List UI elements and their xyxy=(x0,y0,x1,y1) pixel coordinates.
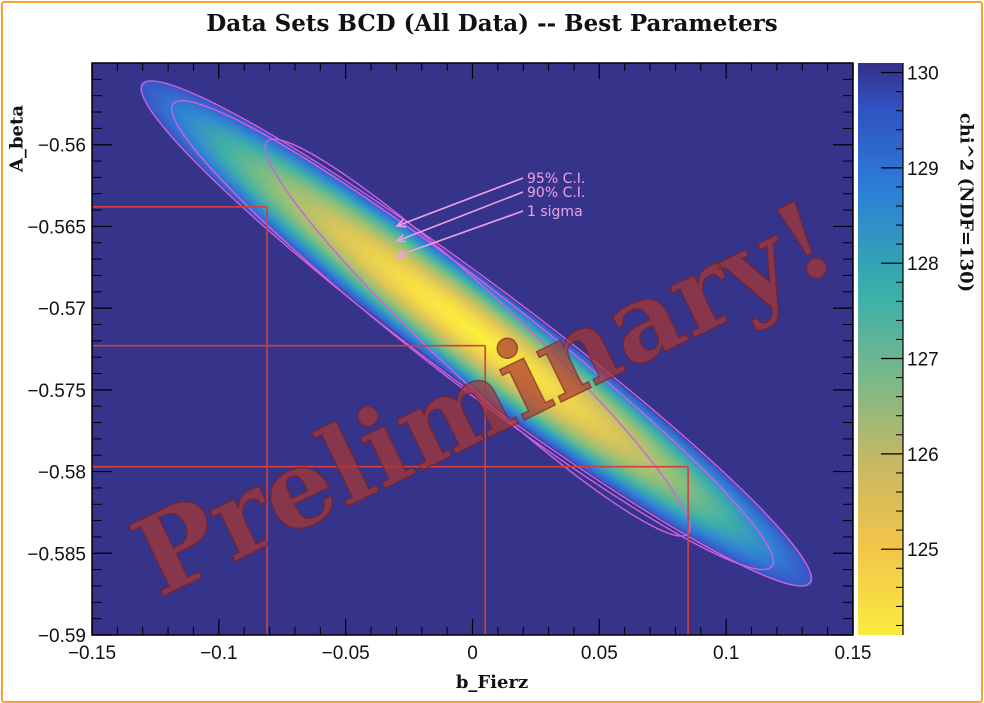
colorbar-tick-label: 129 xyxy=(907,159,939,180)
annotation-label: 95% C.I. xyxy=(527,171,585,187)
heat-ellipse xyxy=(139,80,813,587)
x-tick-label: −0.05 xyxy=(322,643,370,664)
colorbar-tick-label: 127 xyxy=(907,350,939,371)
y-tick-label: −0.585 xyxy=(27,544,86,565)
colorbar-tick-label: 125 xyxy=(907,540,939,561)
x-tick-label: 0.15 xyxy=(835,643,872,664)
arrow-head xyxy=(395,249,407,258)
arrow-line xyxy=(396,177,524,227)
reference-lines xyxy=(92,206,689,635)
x-tick-label: 0.1 xyxy=(713,643,739,664)
arrow-line xyxy=(396,210,524,257)
x-axis: −0.15 −0.1 −0.05 0 0.05 0.1 0.15 xyxy=(68,63,872,664)
y-axis: −0.56 −0.565 −0.57 −0.575 −0.58 −0.585 −0.59 xyxy=(27,78,853,647)
arrow-line xyxy=(396,191,524,242)
arrow-head xyxy=(395,233,407,243)
contour-90-c-i- xyxy=(171,100,774,571)
annotation-labels: 95% C.I.90% C.I. 1 sigma xyxy=(527,171,585,220)
contour-95-c-i- xyxy=(140,80,812,587)
annotation-label: 90% C.I. xyxy=(527,185,585,201)
arrow-head xyxy=(395,218,407,228)
y-tick-label: −0.57 xyxy=(38,299,86,320)
y-tick-label: −0.56 xyxy=(38,136,86,157)
colorbar-tick-label: 128 xyxy=(907,254,939,275)
colorbar xyxy=(858,63,903,635)
x-axis-label: b_Fierz xyxy=(455,672,529,693)
colorbar-axis: 125 126 127 128 129 130 xyxy=(881,63,939,635)
y-tick-label: −0.58 xyxy=(38,463,86,484)
x-tick-label: −0.15 xyxy=(68,643,116,664)
annotation-label: 1 sigma xyxy=(527,204,583,220)
chart-title: Data Sets BCD (All Data) -- Best Paramet… xyxy=(206,10,778,37)
heat-region xyxy=(139,80,813,587)
y-tick-label: −0.575 xyxy=(27,381,86,402)
y-tick-label: −0.565 xyxy=(27,217,86,238)
x-tick-label: 0 xyxy=(467,643,478,664)
y-tick-label: −0.59 xyxy=(38,626,86,647)
colorbar-tick-label: 126 xyxy=(907,445,939,466)
x-tick-label: 0.05 xyxy=(581,643,618,664)
x-tick-label: −0.1 xyxy=(200,643,238,664)
annotation-arrows xyxy=(395,177,524,258)
colorbar-tick-label: 130 xyxy=(907,64,939,85)
